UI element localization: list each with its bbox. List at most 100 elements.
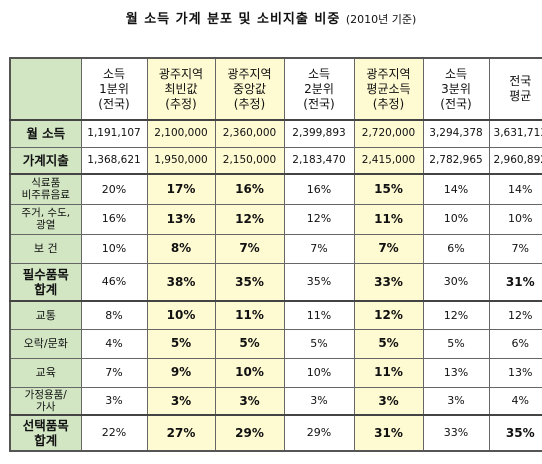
row-label: 필수품목 합계 [9, 262, 82, 302]
table-cell: 22% [80, 414, 148, 452]
row-label: 월 소득 [9, 119, 82, 148]
table-cell: 4% [488, 386, 542, 416]
table-cell: 33% [422, 414, 490, 452]
table-cell: 31% [488, 262, 542, 302]
row-label: 가정용품/가사 [9, 386, 82, 416]
table-cell: 8% [146, 233, 216, 264]
table-cell: 33% [353, 262, 424, 302]
table-cell: 14% [488, 173, 542, 205]
table-cell: 3% [422, 386, 490, 416]
table-cell: 16% [214, 173, 285, 205]
col-header-3: 광주지역 중앙값 (추정) [214, 57, 285, 121]
table-cell: 3% [353, 386, 424, 416]
table-row: 월 소득 1,191,107 2,100,000 2,360,000 2,399… [9, 119, 542, 148]
table-cell: 5% [146, 328, 216, 359]
table-cell: 35% [214, 262, 285, 302]
table-cell: 11% [283, 300, 355, 330]
table-cell: 15% [353, 173, 424, 205]
table-row: 보 건 10% 8% 7% 7% 7% 6% 7% [9, 233, 542, 264]
table-cell: 7% [488, 233, 542, 264]
table-cell: 1,950,000 [146, 146, 216, 175]
table-cell: 14% [422, 173, 490, 205]
table-cell: 13% [146, 203, 216, 235]
table-cell: 1,368,621 [80, 146, 148, 175]
table-cell: 46% [80, 262, 148, 302]
table-cell: 31% [353, 414, 424, 452]
header-row: 소득 1분위 (전국) 광주지역 최빈값 (추정) 광주지역 중앙값 (추정) 소득 2분위(… [9, 57, 542, 121]
table-cell: 16% [80, 203, 148, 235]
table-cell: 2,183,470 [283, 146, 355, 175]
table-cell: 6% [488, 328, 542, 359]
table-cell: 13% [422, 357, 490, 388]
table-cell: 11% [214, 300, 285, 330]
table-cell: 12% [353, 300, 424, 330]
table-cell: 7% [214, 233, 285, 264]
row-label: 오락/문화 [9, 328, 82, 359]
table-row: 주거, 수도, 광열 16% 13% 12% 12% 11% 10% 10% [9, 203, 542, 235]
row-label: 교육 [9, 357, 82, 388]
table-cell: 5% [353, 328, 424, 359]
table-cell: 7% [353, 233, 424, 264]
table-cell: 29% [283, 414, 355, 452]
table-cell: 3,294,378 [422, 119, 490, 148]
table-cell: 12% [488, 300, 542, 330]
row-label: 선택품목 합계 [9, 414, 82, 452]
table-cell: 38% [146, 262, 216, 302]
table-cell: 2,399,893 [283, 119, 355, 148]
table-cell: 10% [214, 357, 285, 388]
table-cell: 35% [283, 262, 355, 302]
table-cell: 5% [214, 328, 285, 359]
col-header-6: 소득 3분위 (전국) [422, 57, 490, 121]
table-cell: 10% [146, 300, 216, 330]
table-row: 식료품 비주류음료 20% 17% 16% 16% 15% 14% 14% [9, 173, 542, 205]
table-cell: 10% [283, 357, 355, 388]
row-label: 주거, 수도, 광열 [9, 203, 82, 235]
table-cell: 11% [353, 357, 424, 388]
col-header-4: 소득 2분위 (전국) [283, 57, 355, 121]
table-cell: 3% [214, 386, 285, 416]
title-year: (2010년 기준) [345, 13, 417, 26]
table-cell: 3% [146, 386, 216, 416]
table-cell: 5% [422, 328, 490, 359]
table-cell: 11% [353, 203, 424, 235]
table-cell: 10% [80, 233, 148, 264]
row-label: 보 건 [9, 233, 82, 264]
table-cell: 2,960,892 [488, 146, 542, 175]
spending-table: 소득 1분위 (전국) 광주지역 최빈값 (추정) 광주지역 중앙값 (추정) 소득 2분위(… [9, 57, 542, 452]
table-cell: 2,782,965 [422, 146, 490, 175]
table-row: 교육 7% 9% 10% 10% 11% 13% 13% [9, 357, 542, 388]
table-cell: 29% [214, 414, 285, 452]
table-cell: 4% [80, 328, 148, 359]
table-row: 가정용품/가사 3% 3% 3% 3% 3% 3% 4% [9, 386, 542, 416]
table-row: 교통 8% 10% 11% 11% 12% 12% 12% [9, 300, 542, 330]
col-header-1: 소득 1분위 (전국) [80, 57, 148, 121]
table-cell: 2,415,000 [353, 146, 424, 175]
table-cell: 2,720,000 [353, 119, 424, 148]
table-cell: 17% [146, 173, 216, 205]
table-cell: 12% [283, 203, 355, 235]
table-cell: 35% [488, 414, 542, 452]
table-cell: 10% [488, 203, 542, 235]
table-cell: 3% [283, 386, 355, 416]
col-header-2: 광주지역 최빈값 (추정) [146, 57, 216, 121]
table-cell: 13% [488, 357, 542, 388]
table-row: 오락/문화 4% 5% 5% 5% 5% 5% 6% [9, 328, 542, 359]
table-cell: 8% [80, 300, 148, 330]
table-cell: 7% [283, 233, 355, 264]
table-cell: 27% [146, 414, 216, 452]
title-text: 월 소득 가계 분포 및 소비지출 비중 [125, 12, 341, 27]
col-header-5: 광주지역 평균소득 (추정) [353, 57, 424, 121]
table-cell: 12% [422, 300, 490, 330]
page-title: 월 소득 가계 분포 및 소비지출 비중 (2010년 기준) [0, 8, 542, 27]
table-cell: 6% [422, 233, 490, 264]
table-cell: 9% [146, 357, 216, 388]
table-cell: 2,100,000 [146, 119, 216, 148]
table-cell: 7% [80, 357, 148, 388]
corner-cell [9, 57, 82, 121]
table-cell: 3,631,713 [488, 119, 542, 148]
table-row: 선택품목 합계 22% 27% 29% 29% 31% 33% 35% [9, 414, 542, 452]
table-cell: 20% [80, 173, 148, 205]
table-cell: 5% [283, 328, 355, 359]
table-cell: 2,150,000 [214, 146, 285, 175]
table-cell: 10% [422, 203, 490, 235]
